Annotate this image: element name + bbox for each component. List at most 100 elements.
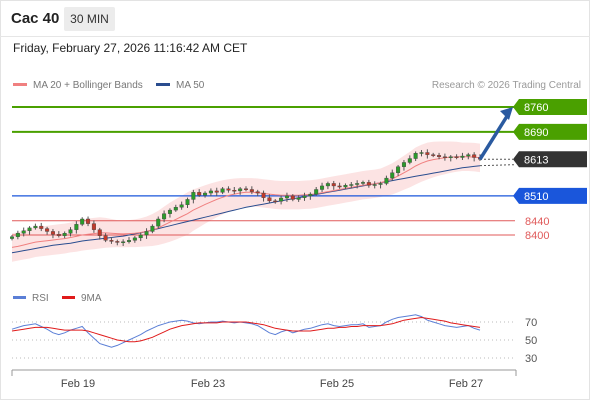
candle-body — [126, 240, 131, 242]
candle-body — [401, 162, 406, 167]
candle-body — [103, 235, 108, 241]
candle-body — [431, 154, 436, 156]
timeframe-badge[interactable]: 30 MIN — [64, 7, 115, 31]
rsi-level-label-30: 30 — [525, 353, 537, 365]
level-tag-8510 — [513, 187, 587, 204]
copyright-notice: Research © 2026 Trading Central — [431, 80, 581, 91]
x-tick-label: Feb 25 — [320, 378, 354, 390]
candle-body — [97, 229, 102, 236]
candle-body — [74, 224, 79, 230]
candle-body — [208, 190, 213, 194]
candle-body — [109, 240, 114, 242]
candle-body — [325, 183, 330, 187]
candle-body — [413, 153, 418, 159]
candle-body — [343, 185, 348, 188]
legend-rsi-swatch — [13, 295, 26, 299]
candle-body — [390, 172, 395, 179]
candle-body — [144, 231, 149, 236]
candle-body — [296, 197, 301, 200]
candle-body — [267, 197, 272, 202]
candle-body — [138, 234, 143, 239]
level-tag-8613 — [513, 151, 587, 168]
candle-body — [366, 182, 371, 186]
legend-ma20: MA 20 + Bollinger Bands — [13, 80, 143, 91]
candle-body — [243, 188, 248, 190]
x-tick-label: Feb 19 — [61, 378, 95, 390]
candle-body — [220, 188, 225, 193]
candle-body — [156, 218, 161, 227]
candle-body — [466, 154, 471, 157]
x-tick-label: Feb 27 — [449, 378, 483, 390]
legend-ma50-swatch — [156, 82, 170, 86]
chart-datetime: Friday, February 27, 2026 11:16:42 AM CE… — [13, 41, 248, 55]
candle-body — [21, 230, 26, 234]
candle-body — [203, 192, 208, 196]
x-tick-label: Feb 23 — [191, 378, 225, 390]
forecast-arrow-shaft — [478, 112, 511, 161]
instrument-name: Cac 40 — [11, 10, 60, 27]
candle-body — [372, 184, 377, 186]
candle-body — [214, 190, 219, 193]
level-tag-8760 — [513, 99, 587, 115]
candle-body — [150, 225, 155, 232]
candle-body — [273, 200, 278, 203]
candle-body — [238, 188, 243, 192]
candle-body — [261, 192, 266, 198]
legend-ma20-label: MA 20 + Bollinger Bands — [33, 80, 143, 91]
candle-body — [284, 195, 289, 199]
candle-body — [50, 231, 55, 235]
legend-ma50-label: MA 50 — [176, 80, 205, 91]
legend-ma50: MA 50 — [156, 80, 204, 91]
candle-body — [86, 218, 91, 224]
legend-9ma-label: 9MA — [81, 293, 102, 304]
candle-body — [331, 183, 336, 187]
rsi-level-label-70: 70 — [525, 317, 537, 329]
level-tag-8690 — [513, 123, 587, 140]
candle-body — [349, 184, 354, 186]
candle-body — [62, 233, 67, 236]
candle-body — [460, 155, 465, 158]
candle-body — [173, 207, 178, 211]
candle-body — [419, 152, 424, 154]
candle-body — [396, 166, 401, 173]
candle-body — [279, 197, 284, 202]
candle-body — [132, 237, 137, 241]
candle-body — [302, 195, 307, 198]
legend-rsi-label: RSI — [32, 293, 49, 304]
candle-body — [290, 195, 295, 200]
level-label-8760: 8760 — [524, 102, 548, 114]
candle-body — [9, 236, 14, 239]
candle-body — [191, 192, 196, 200]
header-divider — [0, 36, 590, 37]
candle-body — [226, 188, 231, 191]
candle-body — [68, 229, 73, 234]
candle-body — [56, 234, 61, 236]
candle-body — [232, 189, 237, 192]
level-label-8613: 8613 — [524, 154, 548, 166]
candle-body — [27, 227, 32, 231]
candle-body — [91, 223, 96, 230]
candle-body — [39, 225, 44, 229]
candle-body — [355, 183, 360, 185]
ma50-extension — [479, 164, 516, 167]
legend-9ma-swatch — [62, 295, 75, 299]
candle-body — [179, 204, 184, 208]
candle-body — [454, 156, 459, 158]
candle-body — [167, 209, 172, 214]
candle-body — [448, 156, 453, 158]
candle-body — [45, 228, 50, 232]
rsi-9ma-line — [11, 316, 481, 343]
candle-body — [407, 158, 412, 163]
candle-body — [115, 241, 120, 243]
candle-body — [308, 193, 313, 197]
candle-body — [378, 183, 383, 185]
candle-body — [121, 241, 126, 243]
level-label-8440: 8440 — [525, 216, 549, 228]
legend-ma20-swatch — [13, 82, 27, 86]
level-label-8400: 8400 — [525, 230, 549, 242]
forecast-arrow-head — [500, 107, 513, 120]
candle-body — [337, 185, 342, 188]
candle-body — [162, 213, 167, 220]
candle-body — [255, 191, 260, 194]
